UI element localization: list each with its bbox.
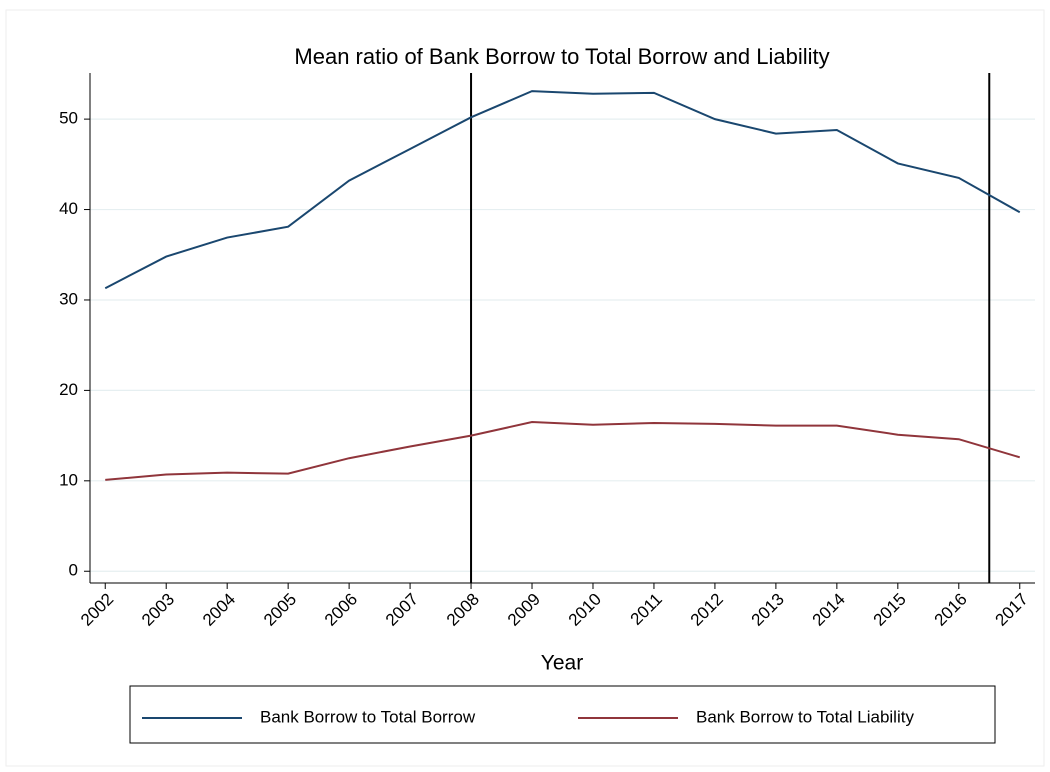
series-line (105, 421, 1021, 481)
chart-title: Mean ratio of Bank Borrow to Total Borro… (294, 44, 829, 69)
y-tick-label: 30 (59, 289, 78, 308)
x-axis-label: Year (541, 652, 583, 675)
series-line (104, 90, 1021, 290)
chart-frame (5, 9, 1045, 767)
legend-label: Bank Borrow to Total Borrow (260, 707, 476, 726)
y-tick-label: 10 (59, 470, 78, 489)
y-tick-label: 40 (59, 199, 78, 218)
y-tick-label: 50 (59, 109, 78, 128)
y-tick-label: 0 (69, 561, 78, 580)
legend-label: Bank Borrow to Total Liability (696, 707, 914, 726)
y-tick-label: 20 (59, 380, 78, 399)
legend (129, 685, 996, 744)
